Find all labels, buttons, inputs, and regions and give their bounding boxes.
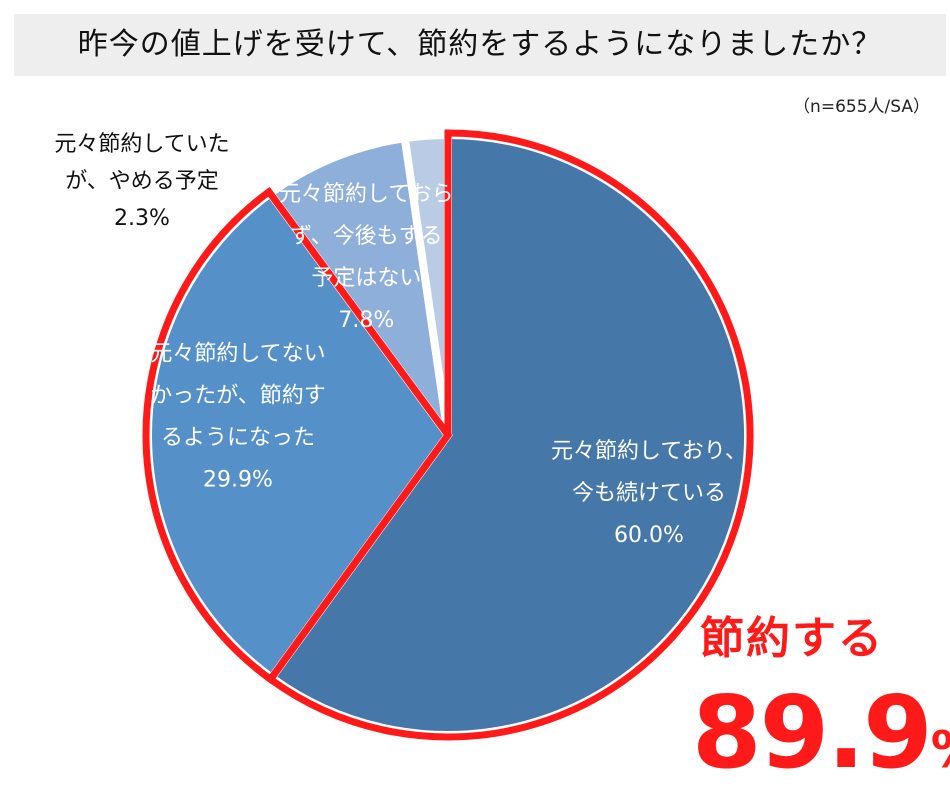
slice-3-label-line-2: ず、今後もする xyxy=(290,224,442,249)
slice-3-label-line-1: 元々節約しておら xyxy=(279,182,454,207)
slice-label-quit-line-1: 元々節約していた xyxy=(54,132,230,157)
title-bar: 昨今の値上げを受けて、節約をするようになりましたか？ xyxy=(14,14,946,76)
slice-2-label-line-2: かったが、節約す xyxy=(150,384,326,409)
slice-label-quit-pct: 2.3% xyxy=(114,206,170,231)
slice-3-label-line-3: 予定はない xyxy=(311,266,421,291)
slice-2-pct: 29.9% xyxy=(203,468,273,493)
sample-size-note: （n=655人/SA） xyxy=(793,97,930,117)
slice-label-quit-line-2: が、やめる予定 xyxy=(65,169,219,194)
callout-value: 89.9% xyxy=(692,678,950,805)
slice-1-label-line-1: 元々節約しており、 xyxy=(551,439,747,464)
callout-number: 89.9 xyxy=(692,674,933,791)
slice-2-label-line-1: 元々節約してない xyxy=(150,342,325,367)
callout-label: 節約する xyxy=(700,613,884,664)
callout-unit: % xyxy=(931,721,950,779)
chart-title: 昨今の値上げを受けて、節約をするようになりましたか？ xyxy=(77,27,883,62)
slice-1-pct: 60.0% xyxy=(614,523,684,548)
slice-2-label-line-3: るようになった xyxy=(161,426,315,451)
slice-3-pct: 7.8% xyxy=(338,308,394,333)
slice-label-quit: 元々節約していた が、やめる予定 2.3% xyxy=(22,126,262,237)
highlight-outline-2 xyxy=(142,186,453,685)
pie-slice-3 xyxy=(264,133,452,438)
highlight-outline-1 xyxy=(265,129,754,741)
slice-1-label-line-2: 今も続けている xyxy=(572,481,726,506)
